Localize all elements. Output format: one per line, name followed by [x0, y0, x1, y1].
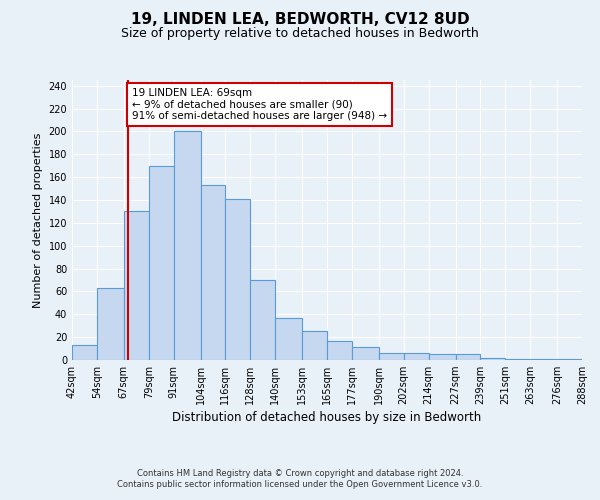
Bar — [173, 132, 200, 360]
Text: Size of property relative to detached houses in Bedworth: Size of property relative to detached ho… — [121, 28, 479, 40]
Bar — [404, 353, 428, 360]
Text: Contains HM Land Registry data © Crown copyright and database right 2024.: Contains HM Land Registry data © Crown c… — [137, 468, 463, 477]
Bar — [352, 348, 379, 360]
Bar — [97, 288, 124, 360]
Bar — [379, 353, 404, 360]
Text: 19 LINDEN LEA: 69sqm
← 9% of detached houses are smaller (90)
91% of semi-detach: 19 LINDEN LEA: 69sqm ← 9% of detached ho… — [132, 88, 387, 121]
X-axis label: Distribution of detached houses by size in Bedworth: Distribution of detached houses by size … — [172, 412, 482, 424]
Bar — [124, 212, 149, 360]
Bar — [226, 199, 250, 360]
Bar — [428, 354, 455, 360]
Bar — [481, 358, 505, 360]
Text: Contains public sector information licensed under the Open Government Licence v3: Contains public sector information licen… — [118, 480, 482, 489]
Bar — [149, 166, 173, 360]
Bar — [557, 359, 582, 360]
Bar — [455, 354, 481, 360]
Bar — [327, 340, 352, 360]
Bar — [505, 359, 530, 360]
Bar — [275, 318, 302, 360]
Bar — [72, 345, 97, 360]
Bar — [200, 185, 226, 360]
Bar — [302, 332, 327, 360]
Bar — [250, 280, 275, 360]
Y-axis label: Number of detached properties: Number of detached properties — [33, 132, 43, 308]
Text: 19, LINDEN LEA, BEDWORTH, CV12 8UD: 19, LINDEN LEA, BEDWORTH, CV12 8UD — [131, 12, 469, 28]
Bar — [530, 359, 557, 360]
